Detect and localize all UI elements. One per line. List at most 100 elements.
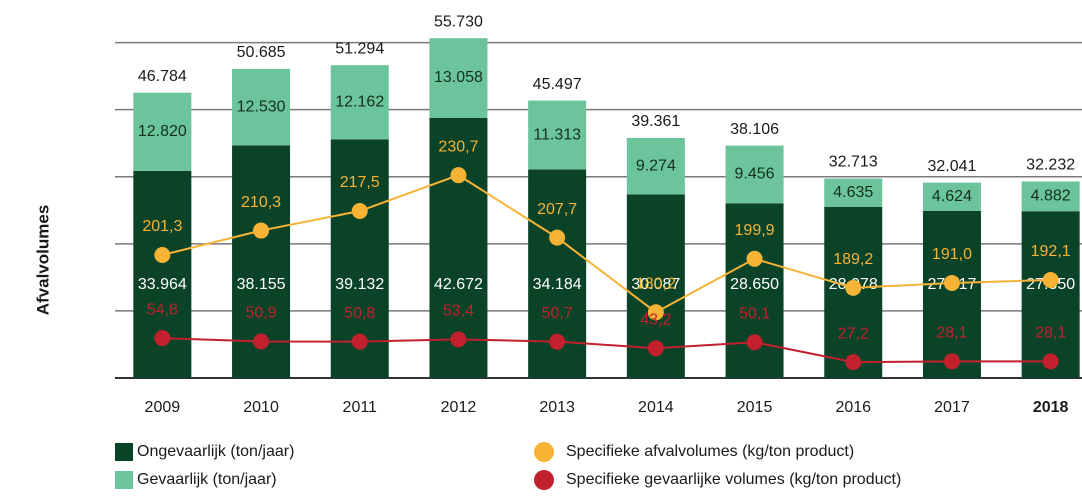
x-tick-label: 2015 bbox=[737, 399, 773, 416]
line-value-label: 54,8 bbox=[147, 301, 178, 318]
x-tick-label: 2013 bbox=[539, 399, 575, 416]
line-value-label: 28,1 bbox=[936, 325, 967, 342]
line-value-label: 27,2 bbox=[838, 325, 869, 342]
marker bbox=[845, 354, 862, 371]
total-label: 38.106 bbox=[730, 121, 779, 138]
bar-value-label: 11.313 bbox=[533, 126, 581, 143]
bar-segment bbox=[1021, 181, 1080, 212]
line-value-label: 50,8 bbox=[344, 305, 375, 322]
x-tick-label: 2010 bbox=[243, 399, 279, 416]
marker bbox=[1042, 271, 1059, 288]
line-value-label: 201,3 bbox=[142, 218, 182, 235]
marker bbox=[154, 330, 171, 347]
marker bbox=[647, 340, 664, 357]
bar-value-label: 9.456 bbox=[735, 166, 775, 183]
line-value-label: 50,7 bbox=[542, 305, 573, 322]
bar-segment bbox=[429, 38, 488, 118]
bar-value-label: 30.087 bbox=[631, 276, 680, 293]
bar-value-label: 12.820 bbox=[138, 123, 187, 140]
marker bbox=[943, 274, 960, 291]
marker bbox=[351, 333, 368, 350]
marker bbox=[647, 304, 664, 321]
x-tick-label: 2014 bbox=[638, 399, 674, 416]
marker bbox=[351, 203, 368, 220]
bar-value-label: 28.650 bbox=[730, 276, 779, 293]
legend-swatch bbox=[534, 470, 554, 490]
legend-label: Gevaarlijk (ton/jaar) bbox=[137, 471, 277, 488]
bar-segment bbox=[725, 145, 784, 204]
x-tick-label: 2017 bbox=[934, 399, 970, 416]
marker bbox=[154, 246, 171, 263]
bar-segment bbox=[1021, 211, 1080, 378]
legend-label: Ongevaarlijk (ton/jaar) bbox=[137, 443, 294, 460]
legend-swatch bbox=[534, 442, 554, 462]
y-axis-label: Afvalvolumes bbox=[33, 205, 52, 316]
bar-value-label: 9.274 bbox=[636, 157, 676, 174]
marker bbox=[549, 229, 566, 246]
marker bbox=[549, 333, 566, 350]
line-value-label: 199,9 bbox=[735, 222, 775, 239]
total-label: 51.294 bbox=[335, 40, 384, 57]
total-label: 39.361 bbox=[631, 113, 680, 130]
legend-label: Specifieke afvalvolumes (kg/ton product) bbox=[566, 443, 854, 460]
marker bbox=[253, 333, 270, 350]
marker bbox=[450, 167, 467, 184]
marker bbox=[943, 353, 960, 370]
bar-value-label: 12.530 bbox=[237, 98, 286, 115]
marker bbox=[450, 331, 467, 348]
bar-value-label: 33.964 bbox=[138, 276, 187, 293]
total-label: 32.041 bbox=[927, 158, 976, 175]
line-value-label: 189,2 bbox=[833, 251, 873, 268]
bar-segment bbox=[824, 178, 883, 207]
marker bbox=[746, 334, 763, 351]
marker bbox=[845, 279, 862, 296]
line-value-label: 28,1 bbox=[1035, 325, 1066, 342]
marker bbox=[746, 250, 763, 267]
bar-segment bbox=[232, 68, 291, 146]
bar-segment bbox=[133, 92, 192, 171]
bar-segment bbox=[922, 210, 981, 378]
bar-value-label: 34.184 bbox=[533, 276, 582, 293]
total-label: 45.497 bbox=[533, 76, 582, 93]
bar-value-label: 4.882 bbox=[1031, 188, 1071, 205]
total-label: 32.713 bbox=[829, 154, 878, 171]
line-value-label: 50,1 bbox=[739, 305, 770, 322]
line-value-label: 230,7 bbox=[438, 138, 478, 155]
bar-value-label: 38.155 bbox=[237, 276, 286, 293]
bar-segment bbox=[626, 137, 685, 195]
total-label: 50.685 bbox=[237, 44, 286, 61]
marker bbox=[253, 222, 270, 239]
total-label: 55.730 bbox=[434, 13, 483, 30]
bar-value-label: 39.132 bbox=[335, 276, 384, 293]
bar-value-label: 4.635 bbox=[833, 184, 873, 201]
legend-label: Specifieke gevaarlijke volumes (kg/ton p… bbox=[566, 471, 901, 488]
line-value-label: 210,3 bbox=[241, 194, 281, 211]
x-tick-label: 2018 bbox=[1033, 399, 1069, 416]
line-value-label: 217,5 bbox=[340, 174, 380, 191]
line bbox=[162, 337, 1051, 364]
line bbox=[162, 174, 1051, 314]
bar-segment bbox=[528, 100, 587, 170]
legend-swatch bbox=[115, 471, 133, 489]
x-tick-label: 2012 bbox=[441, 399, 477, 416]
line-value-label: 50,9 bbox=[245, 305, 276, 322]
bar-value-label: 4.624 bbox=[932, 188, 972, 205]
bar-segment bbox=[922, 182, 981, 211]
x-tick-label: 2011 bbox=[343, 399, 378, 416]
bar-value-label: 13.058 bbox=[434, 69, 483, 86]
bar-segment bbox=[330, 65, 389, 140]
x-tick-label: 2009 bbox=[145, 399, 181, 416]
line-value-label: 180,2 bbox=[636, 276, 676, 293]
total-label: 46.784 bbox=[138, 68, 187, 85]
line-value-label: 192,1 bbox=[1031, 243, 1071, 260]
marker bbox=[1042, 353, 1059, 370]
line-value-label: 43,2 bbox=[640, 311, 671, 328]
total-label: 32.232 bbox=[1026, 157, 1075, 174]
line-value-label: 191,0 bbox=[932, 246, 972, 263]
x-tick-label: 2016 bbox=[835, 399, 871, 416]
line-value-label: 53,4 bbox=[443, 303, 474, 320]
bar-value-label: 42.672 bbox=[434, 276, 483, 293]
bar-segment bbox=[133, 170, 192, 378]
bar-value-label: 12.162 bbox=[335, 93, 384, 110]
